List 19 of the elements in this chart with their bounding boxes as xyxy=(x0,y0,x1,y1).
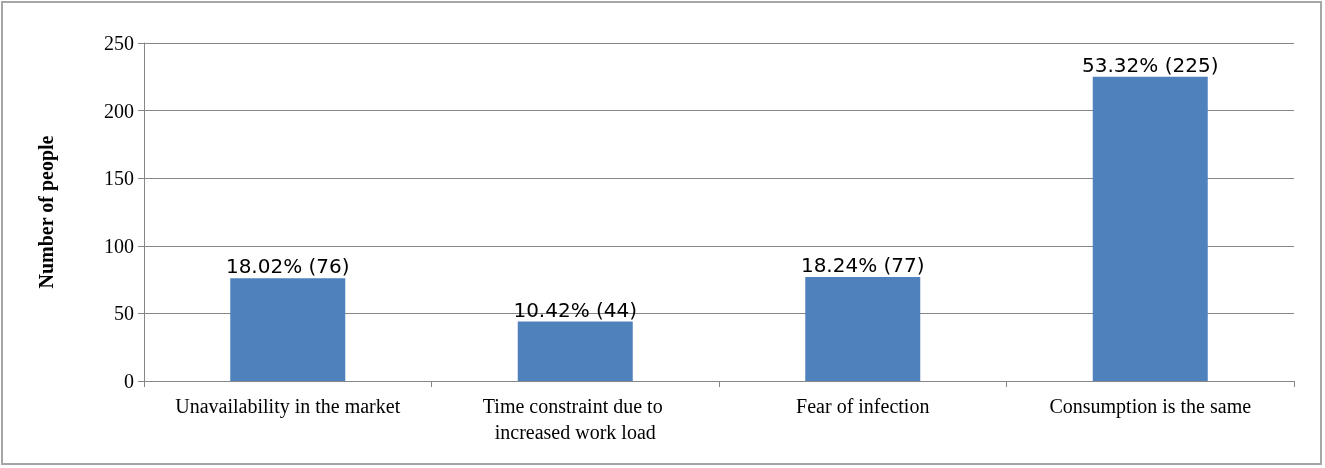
x-tick-label: Time constraint due to increased work load xyxy=(482,395,668,443)
y-tick-label: 200 xyxy=(104,99,134,122)
data-label: 18.24% (77) xyxy=(800,252,925,277)
bar xyxy=(1092,76,1208,381)
y-axis-title: Number of people xyxy=(35,135,58,289)
bar xyxy=(230,278,346,381)
data-label: 53.32% (225) xyxy=(1082,52,1219,77)
y-tick-label: 150 xyxy=(104,167,134,190)
data-label: 10.42% (44) xyxy=(513,297,638,322)
y-tick-label: 250 xyxy=(104,32,134,54)
data-label: 18.02% (76) xyxy=(225,254,350,279)
y-tick-label: 0 xyxy=(124,370,134,392)
y-tick-label: 100 xyxy=(104,234,134,257)
x-tick-label: Unavailability in the market xyxy=(175,395,401,418)
y-tick-label: 50 xyxy=(114,302,134,325)
bar xyxy=(517,321,633,381)
x-tick-label: Consumption is the same xyxy=(1049,395,1252,418)
bar xyxy=(805,276,921,381)
x-tick-label: Fear of infection xyxy=(796,395,930,417)
